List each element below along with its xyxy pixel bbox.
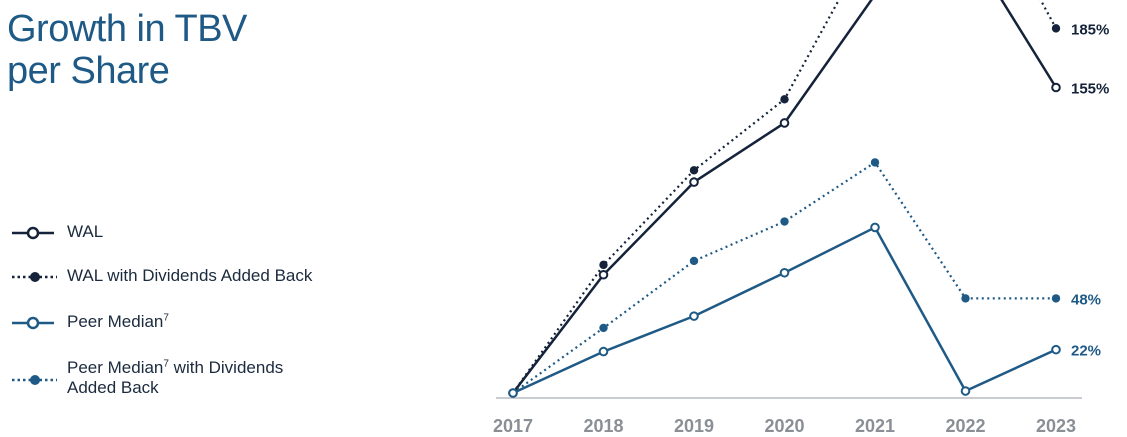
data-point [779, 267, 790, 278]
data-point [689, 177, 699, 187]
x-tick-label-2023: 2023 [1036, 416, 1076, 436]
x-tick-label-2019: 2019 [674, 416, 714, 436]
data-point [598, 269, 609, 280]
data-point [599, 323, 608, 333]
series-line-2 [512, 161, 1056, 394]
data-point [961, 294, 970, 303]
data-point [870, 158, 880, 167]
legend-label-wal: WAL [67, 222, 104, 241]
data-point [1051, 294, 1061, 303]
data-point [689, 311, 699, 321]
data-point [1051, 344, 1061, 355]
data-point [599, 260, 608, 270]
legend-label-wal-dividends: WAL with Dividends Added Back [67, 266, 313, 285]
data-point [689, 166, 699, 175]
x-tick-label-2020: 2020 [764, 416, 804, 436]
x-tick-label-2017: 2017 [493, 416, 533, 436]
x-tick-label-2018: 2018 [583, 416, 623, 436]
data-point [779, 118, 790, 128]
solid-hollow-marker-icon [12, 316, 54, 330]
dotted-filled-marker-icon [12, 375, 57, 385]
end-value-label: 185% [1071, 21, 1109, 38]
end-value-label: 155% [1071, 80, 1109, 97]
x-tick-label-2021: 2021 [855, 416, 895, 436]
legend-label-peer: Peer Median7 [67, 312, 169, 331]
data-point [780, 95, 789, 104]
data-point [598, 346, 609, 357]
title-line-2: per Share [7, 50, 170, 92]
data-point [689, 256, 699, 266]
data-point [780, 217, 789, 226]
dotted-filled-marker-icon [12, 272, 57, 282]
series-line-3 [512, 226, 1057, 395]
data-point [508, 388, 518, 398]
end-value-label: 48% [1071, 291, 1101, 308]
page-title: Growth in TBV per Share [7, 8, 247, 92]
end-value-label: 22% [1071, 343, 1101, 360]
data-point [1051, 24, 1061, 33]
legend-label-peer-dividends: Peer Median7 with Dividends Added Back [67, 358, 284, 397]
solid-hollow-marker-icon [12, 226, 54, 240]
data-point [870, 222, 880, 233]
data-point [1051, 82, 1061, 93]
x-tick-label-2022: 2022 [945, 416, 985, 436]
title-line-1: Growth in TBV [7, 8, 247, 50]
data-point [960, 386, 971, 396]
